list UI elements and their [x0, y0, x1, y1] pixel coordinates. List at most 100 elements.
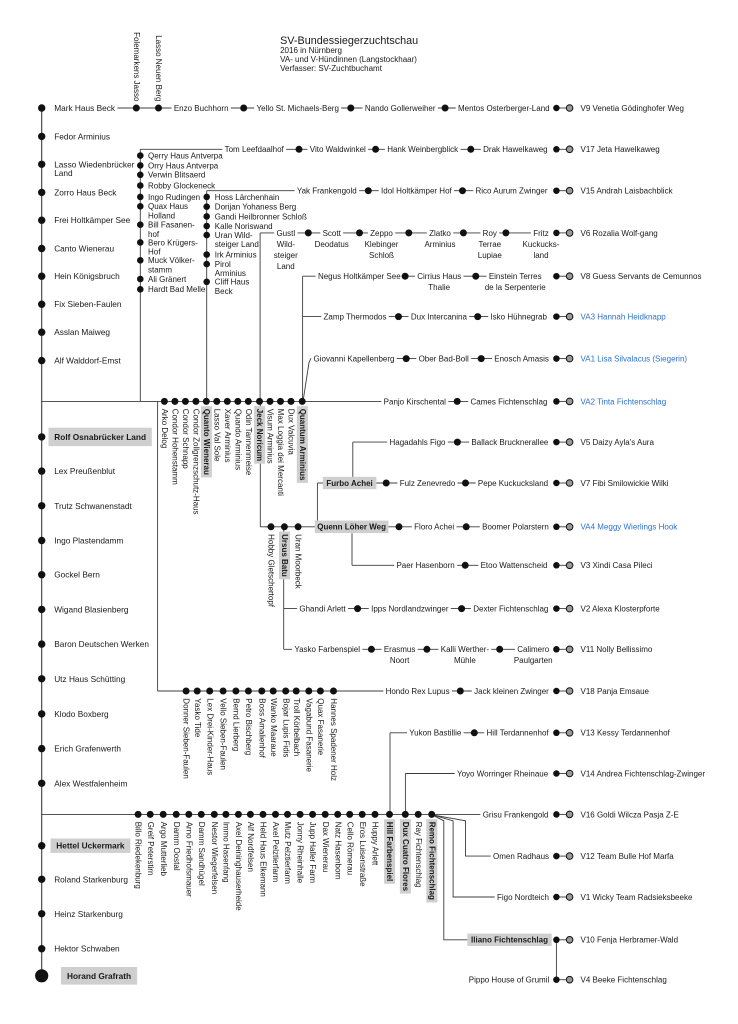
svg-text:Wild-: Wild-: [277, 240, 296, 249]
svg-text:Ali Gränert: Ali Gränert: [148, 275, 187, 284]
svg-text:Enzo Buchhorn: Enzo Buchhorn: [174, 104, 229, 113]
svg-text:V4 Beeke Fichtenschlag: V4 Beeke Fichtenschlag: [581, 976, 667, 985]
svg-text:Bojar Lupis Fidis: Bojar Lupis Fidis: [281, 698, 290, 757]
svg-text:Panjo Kirschental: Panjo Kirschental: [384, 397, 446, 406]
svg-text:Robby Glockeneck: Robby Glockeneck: [148, 181, 216, 190]
svg-text:Troll Körbelbach: Troll Körbelbach: [292, 698, 301, 756]
svg-text:Hoss Lärchenhain: Hoss Lärchenhain: [215, 193, 279, 202]
svg-text:Yasko Tide: Yasko Tide: [193, 698, 202, 738]
svg-text:Fedor Arminius: Fedor Arminius: [54, 131, 110, 141]
svg-text:Klodo Boxberg: Klodo Boxberg: [54, 709, 109, 719]
svg-text:Visum Arminius: Visum Arminius: [266, 409, 275, 464]
svg-text:Axel Pelztierfarm: Axel Pelztierfarm: [271, 822, 280, 883]
svg-text:Frei Holtkämper See: Frei Holtkämper See: [54, 215, 130, 225]
svg-text:V16 Goldi Wilcza Pasja Z-E: V16 Goldi Wilcza Pasja Z-E: [581, 810, 679, 819]
svg-text:Land: Land: [54, 168, 73, 178]
svg-text:stamm: stamm: [148, 265, 172, 274]
svg-text:Petro Bischberg: Petro Bischberg: [244, 698, 253, 755]
svg-text:Kuckucks-: Kuckucks-: [523, 240, 560, 249]
svg-text:Holland: Holland: [148, 211, 175, 220]
svg-text:Hein Königsbruch: Hein Königsbruch: [54, 271, 120, 281]
svg-text:Roy: Roy: [483, 229, 497, 238]
svg-text:Dux Valcuvia: Dux Valcuvia: [287, 409, 296, 456]
svg-text:V1 Wicky Team Radsieksbeeke: V1 Wicky Team Radsieksbeeke: [581, 893, 693, 902]
svg-text:Enosch Amasis: Enosch Amasis: [494, 355, 549, 364]
svg-text:Bernd Lierberg: Bernd Lierberg: [232, 698, 241, 751]
svg-text:Quanto Wienerau: Quanto Wienerau: [202, 409, 211, 475]
svg-text:Condor Hohenstamm: Condor Hohenstamm: [171, 409, 180, 485]
svg-text:Quenn Löher Weg: Quenn Löher Weg: [317, 523, 386, 532]
svg-text:Erasmus: Erasmus: [384, 645, 416, 654]
svg-text:Dux Intercanina: Dux Intercanina: [411, 313, 468, 322]
svg-text:V8 Guess Servants de Cemunnos: V8 Guess Servants de Cemunnos: [581, 272, 702, 281]
svg-text:Hagadahls Figo: Hagadahls Figo: [389, 438, 446, 447]
svg-text:V15 Andrah Laisbachblick: V15 Andrah Laisbachblick: [581, 187, 674, 196]
svg-text:Argo Mutterlieb: Argo Mutterlieb: [159, 822, 168, 877]
svg-text:Isko Hühnegrab: Isko Hühnegrab: [490, 313, 547, 322]
svg-text:Nestor Wiegerfelsen: Nestor Wiegerfelsen: [210, 822, 219, 894]
svg-text:Bill Fasanen-: Bill Fasanen-: [148, 221, 195, 230]
svg-text:Mühle: Mühle: [454, 656, 476, 665]
svg-text:Pirol: Pirol: [215, 260, 231, 269]
svg-text:Trutz Schwanenstadt: Trutz Schwanenstadt: [54, 501, 132, 511]
svg-text:Wigand Blasienberg: Wigand Blasienberg: [54, 604, 129, 614]
svg-text:Zlatko: Zlatko: [429, 229, 451, 238]
svg-text:Schloß: Schloß: [369, 251, 394, 260]
svg-text:V17 Jeta Hawelkaweg: V17 Jeta Hawelkaweg: [581, 145, 660, 154]
svg-text:Heinz Starkenburg: Heinz Starkenburg: [54, 909, 123, 919]
svg-text:Einstein Terres: Einstein Terres: [489, 272, 542, 281]
svg-text:Vagabund Fasanerie: Vagabund Fasanerie: [304, 698, 313, 772]
svg-text:Max Loggia dei Mercanti: Max Loggia dei Mercanti: [276, 409, 285, 496]
svg-text:Yello St. Michaels-Berg: Yello St. Michaels-Berg: [256, 104, 338, 113]
svg-text:steiger: steiger: [274, 251, 298, 260]
svg-text:VA- und V-Hündinnen (Langstock: VA- und V-Hündinnen (Langstockhaar): [280, 55, 417, 64]
svg-text:V14 Andrea Fichtenschlag-Zwing: V14 Andrea Fichtenschlag-Zwinger: [581, 769, 706, 778]
svg-text:Furbo Achei: Furbo Achei: [326, 479, 372, 488]
svg-text:Hondo Rex Lupus: Hondo Rex Lupus: [386, 687, 450, 696]
svg-text:Hof: Hof: [148, 248, 161, 257]
svg-text:Zeppo: Zeppo: [370, 229, 393, 238]
svg-text:V12 Team Bulle Hof Marfa: V12 Team Bulle Hof Marfa: [581, 852, 675, 861]
svg-text:Horand Grafrath: Horand Grafrath: [67, 971, 131, 981]
svg-text:Pepe Kuckucksland: Pepe Kuckucksland: [478, 479, 548, 488]
svg-text:Folemarkens Jasso: Folemarkens Jasso: [132, 32, 141, 102]
svg-text:Natz Hasenborn: Natz Hasenborn: [333, 822, 342, 880]
svg-text:Floro Achei: Floro Achei: [414, 523, 454, 532]
svg-text:Canto Wienerau: Canto Wienerau: [54, 244, 114, 254]
svg-text:Mentos Osterberger-Land: Mentos Osterberger-Land: [458, 104, 550, 113]
svg-text:Remo Fichtenschlag: Remo Fichtenschlag: [427, 822, 436, 900]
svg-text:Land: Land: [277, 262, 295, 271]
svg-text:Axel Deininghauserheide: Axel Deininghauserheide: [234, 822, 243, 912]
svg-text:Pippo House of Grumil: Pippo House of Grumil: [469, 976, 550, 985]
svg-text:Roland Starkenburg: Roland Starkenburg: [54, 874, 128, 884]
svg-text:Rico Aurum Zwinger: Rico Aurum Zwinger: [475, 187, 547, 196]
svg-text:Hill Terdannenhof: Hill Terdannenhof: [487, 729, 550, 738]
svg-text:Terrae: Terrae: [478, 240, 501, 249]
svg-text:Huppy Arlett: Huppy Arlett: [371, 822, 380, 866]
svg-text:Lasso Wiedenbrücker: Lasso Wiedenbrücker: [54, 159, 134, 169]
svg-text:Jeck Noricum: Jeck Noricum: [255, 409, 264, 461]
svg-text:Arminius: Arminius: [424, 240, 455, 249]
svg-text:Mutz Pelztierfarm: Mutz Pelztierfarm: [283, 822, 292, 885]
svg-text:Lex Preußenblut: Lex Preußenblut: [54, 466, 116, 476]
svg-text:Asslan Maiweg: Asslan Maiweg: [54, 327, 110, 337]
svg-text:Dexter Fichtenschlag: Dexter Fichtenschlag: [473, 605, 548, 614]
svg-text:Quantum Arminius: Quantum Arminius: [298, 409, 307, 481]
svg-text:de la Serpenterie: de la Serpenterie: [485, 283, 546, 292]
svg-text:Hannes Spadener Holz: Hannes Spadener Holz: [329, 698, 338, 781]
svg-text:Ghandi Arlett: Ghandi Arlett: [299, 605, 346, 614]
svg-text:Qerry Haus Antverpa: Qerry Haus Antverpa: [148, 152, 223, 161]
svg-text:Boomer Polarstern: Boomer Polarstern: [482, 523, 549, 532]
svg-text:Fulz Zenevredo: Fulz Zenevredo: [400, 479, 456, 488]
svg-text:Omen Radhaus: Omen Radhaus: [493, 852, 549, 861]
svg-text:Billo Riedekenburg: Billo Riedekenburg: [134, 822, 143, 889]
svg-text:Verfasser: SV-Zuchtbuchamt: Verfasser: SV-Zuchtbuchamt: [280, 64, 383, 73]
svg-text:Calimero: Calimero: [517, 645, 550, 654]
svg-text:Ray Fichtenschlag: Ray Fichtenschlag: [414, 822, 423, 888]
svg-text:Beck: Beck: [215, 287, 234, 296]
svg-text:VA2 Tinta Fichtenschlag: VA2 Tinta Fichtenschlag: [581, 397, 667, 406]
svg-text:hof: hof: [148, 230, 160, 239]
svg-text:Condor Schnapp: Condor Schnapp: [181, 409, 190, 470]
svg-text:V13 Kessy Terdannenhof: V13 Kessy Terdannenhof: [581, 729, 671, 738]
svg-text:Ingo Rudingen: Ingo Rudingen: [148, 193, 200, 202]
